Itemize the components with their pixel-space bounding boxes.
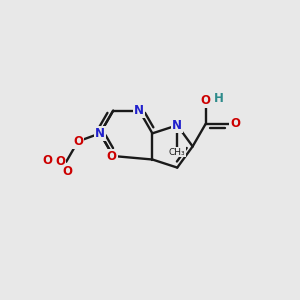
Text: O: O: [201, 94, 211, 107]
Text: N: N: [95, 127, 105, 140]
Text: O: O: [107, 150, 117, 163]
Text: O: O: [55, 155, 65, 168]
Text: O: O: [42, 154, 52, 166]
Text: O: O: [230, 117, 240, 130]
Text: H: H: [214, 92, 224, 105]
Text: CH₃: CH₃: [169, 148, 186, 157]
Text: O: O: [73, 135, 83, 148]
Text: N: N: [172, 119, 182, 132]
Text: O: O: [63, 165, 73, 178]
Text: N: N: [134, 104, 144, 117]
